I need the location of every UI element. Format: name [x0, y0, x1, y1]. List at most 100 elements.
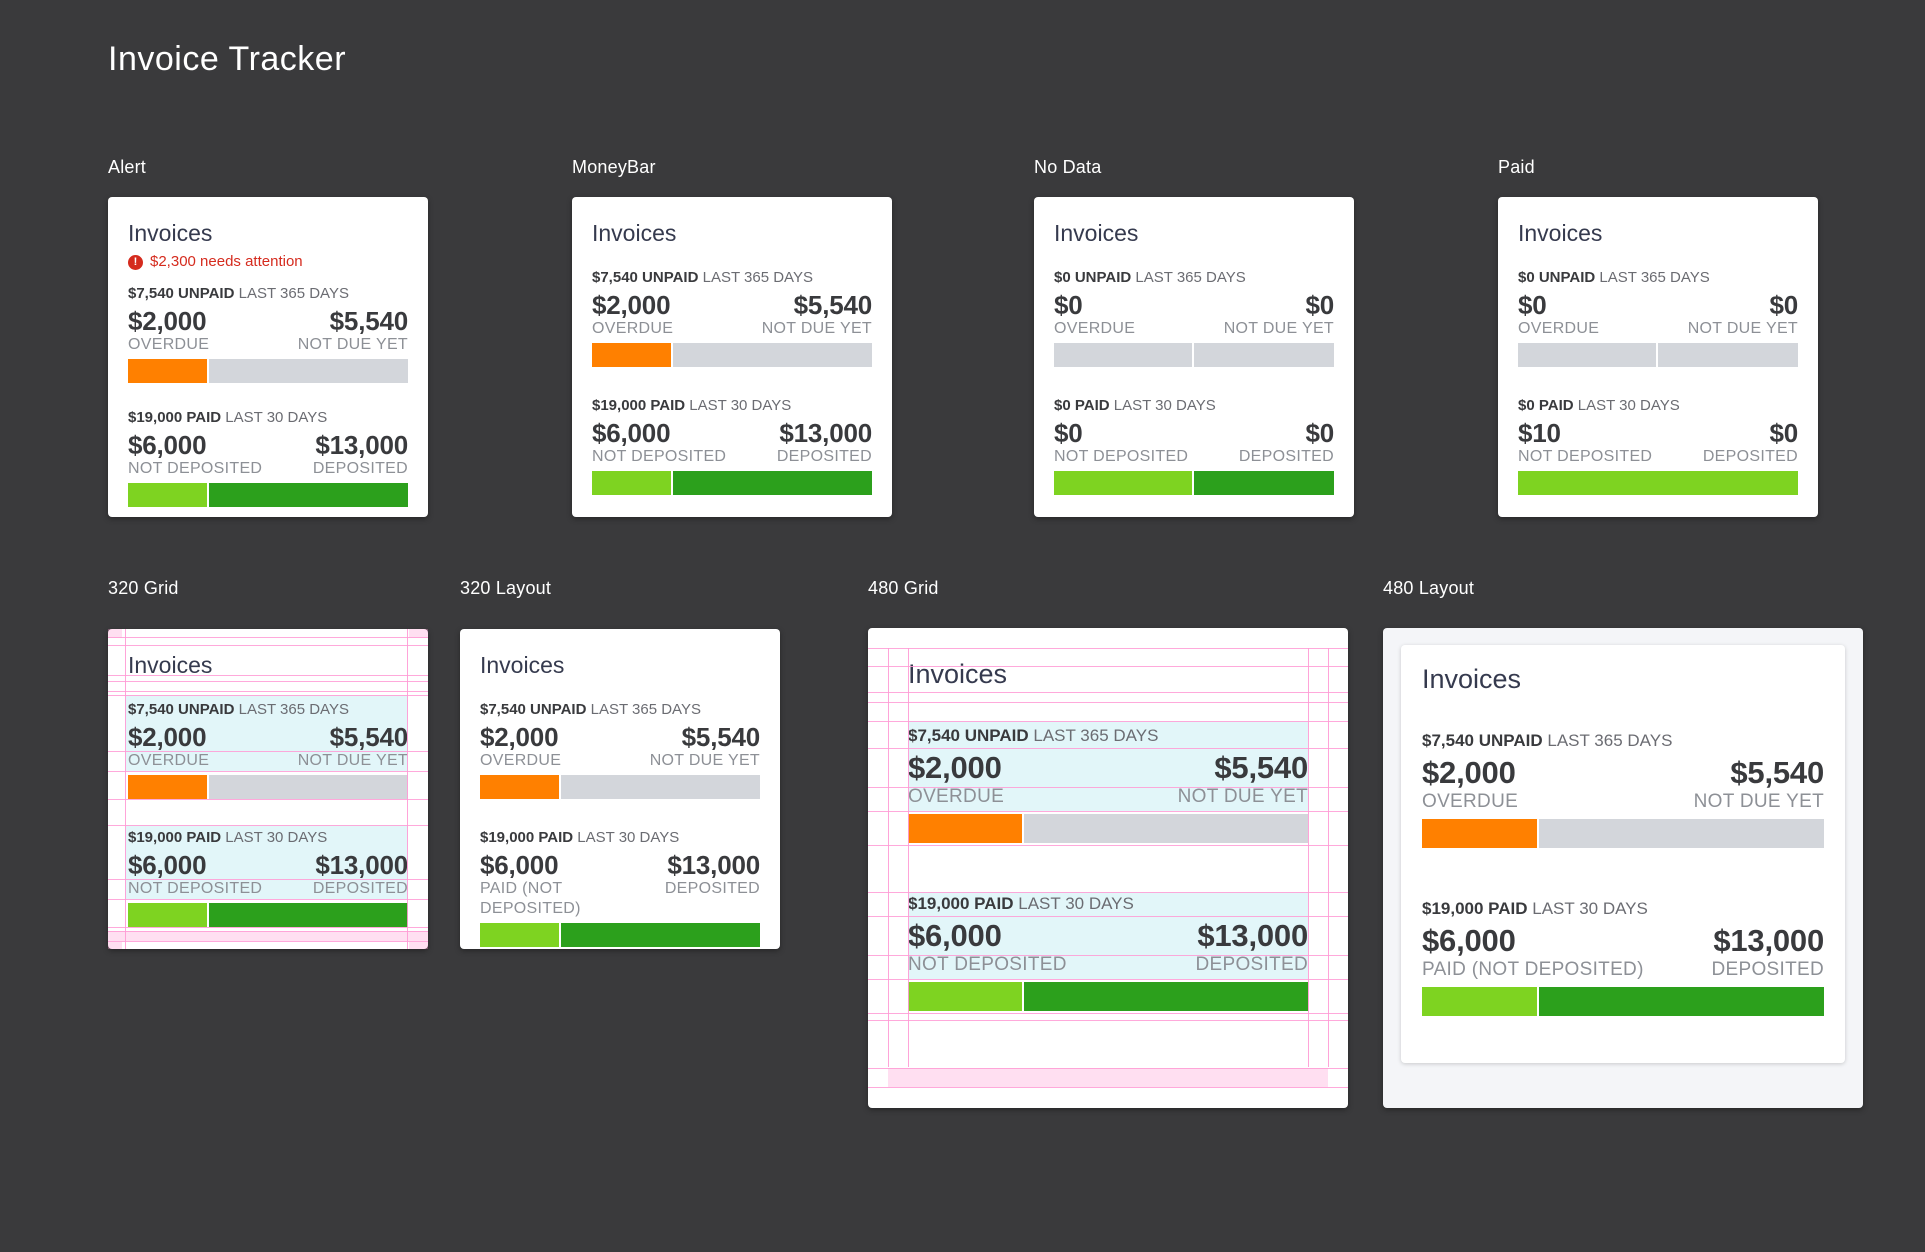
unpaid-section: $7,540 UNPAID LAST 365 DAYS $2,000 $5,540… — [908, 725, 1308, 843]
bar-left-segment — [480, 923, 562, 947]
not-due-label: NOT DUE YET — [297, 336, 408, 353]
meta-amount: $0 UNPAID — [1054, 269, 1132, 286]
not-deposited-amount: $6,000 — [128, 850, 207, 880]
overdue-label: OVERDUE — [480, 752, 562, 769]
label-row: NOT DEPOSITED DEPOSITED — [908, 953, 1308, 977]
bar-right-segment — [673, 343, 872, 367]
not-due-amount: $5,540 — [793, 290, 873, 320]
not-due-amount: $5,540 — [329, 722, 409, 752]
not-deposited-label: PAID (NOT DEPOSITED) — [1422, 959, 1644, 980]
not-deposited-amount: $6,000 — [908, 918, 1002, 953]
paid-summary: $19,000 PAID LAST 30 DAYS — [128, 409, 408, 427]
card-title: Invoices — [1054, 220, 1139, 246]
label-row: OVERDUE NOT DUE YET — [1054, 319, 1334, 339]
needs-attention-alert: $2,300 needs attention — [128, 253, 408, 271]
unpaid-section: $7,540 UNPAID LAST 365 DAYS $2,000 $5,540… — [592, 269, 872, 367]
amount-row: $6,000 $13,000 — [908, 919, 1308, 953]
overdue-amount: $2,000 — [908, 750, 1002, 785]
paid-money-bar — [128, 903, 408, 927]
meta-amount: $7,540 UNPAID — [1422, 731, 1543, 750]
unpaid-summary: $7,540 UNPAID LAST 365 DAYS — [908, 725, 1308, 746]
label-row: OVERDUE NOT DUE YET — [908, 785, 1308, 809]
not-deposited-label: NOT DEPOSITED — [1054, 448, 1189, 465]
deposited-amount: $13,000 — [779, 418, 872, 448]
bar-left-segment — [908, 982, 1024, 1011]
deposited-label: DEPOSITED — [776, 448, 872, 465]
meta-period: LAST 365 DAYS — [1547, 731, 1673, 750]
invoice-card-480-grid: Invoices $7,540 UNPAID LAST 365 DAYS $2,… — [868, 628, 1348, 1108]
invoice-card-moneybar: Invoices $7,540 UNPAID LAST 365 DAYS $2,… — [572, 197, 892, 517]
paid-summary: $0 PAID LAST 30 DAYS — [1518, 397, 1798, 415]
label-row: NOT DEPOSITED DEPOSITED — [592, 447, 872, 467]
meta-amount: $19,000 PAID — [1422, 899, 1528, 918]
not-due-amount: $5,540 — [1730, 755, 1824, 790]
bar-left-segment — [1054, 343, 1194, 367]
bar-right-segment — [209, 359, 408, 383]
not-due-amount: $5,540 — [681, 722, 761, 752]
meta-amount: $7,540 UNPAID — [592, 269, 699, 286]
label-row: OVERDUE NOT DUE YET — [1518, 319, 1798, 339]
paid-money-bar — [592, 471, 872, 495]
bar-left-segment — [1518, 471, 1798, 495]
unpaid-money-bar — [480, 775, 760, 799]
bar-left-segment — [480, 775, 562, 799]
unpaid-summary: $7,540 UNPAID LAST 365 DAYS — [480, 701, 760, 719]
bar-right-segment — [561, 923, 760, 947]
bar-right-segment — [561, 775, 760, 799]
card-title: Invoices — [592, 220, 677, 246]
meta-amount: $19,000 PAID — [480, 829, 574, 846]
alert-text: $2,300 needs attention — [150, 253, 303, 270]
not-deposited-amount: $6,000 — [128, 430, 207, 460]
not-deposited-amount: $0 — [1054, 418, 1083, 448]
unpaid-money-bar — [1518, 343, 1798, 367]
paid-money-bar — [480, 923, 760, 947]
overdue-amount: $2,000 — [592, 290, 671, 320]
paid-money-bar — [128, 483, 408, 507]
bar-left-segment — [592, 471, 674, 495]
bar-left-segment — [908, 814, 1024, 843]
section-label-480-layout: 480 Layout — [1383, 578, 1475, 598]
meta-period: LAST 365 DAYS — [1033, 726, 1159, 745]
bar-right-segment — [209, 775, 408, 799]
not-due-label: NOT DUE YET — [649, 752, 760, 769]
invoice-card-paid: Invoices $0 UNPAID LAST 365 DAYS $0 $0 OV… — [1498, 197, 1818, 517]
bar-left-segment — [592, 343, 674, 367]
overdue-amount: $2,000 — [1422, 755, 1516, 790]
label-row: NOT DEPOSITED DEPOSITED — [128, 879, 408, 899]
invoice-card-480-layout: Invoices $7,540 UNPAID LAST 365 DAYS $2,… — [1401, 645, 1845, 1063]
label-row: NOT DEPOSITED DEPOSITED — [128, 459, 408, 479]
meta-period: LAST 30 DAYS — [225, 409, 328, 426]
deposited-label: DEPOSITED — [1195, 954, 1308, 975]
deposited-amount: $0 — [1769, 418, 1798, 448]
paid-summary: $19,000 PAID LAST 30 DAYS — [480, 829, 760, 847]
section-label-paid: Paid — [1498, 157, 1535, 177]
bar-left-segment — [128, 775, 210, 799]
amount-row: $2,000 $5,540 — [908, 751, 1308, 785]
card-title: Invoices — [128, 220, 213, 246]
amount-row: $2,000 $5,540 — [128, 723, 408, 751]
amount-row: $2,000 $5,540 — [592, 291, 872, 319]
not-deposited-label: NOT DEPOSITED — [592, 448, 727, 465]
bar-right-segment — [1024, 814, 1308, 843]
deposited-amount: $13,000 — [1197, 918, 1308, 953]
not-deposited-label: NOT DEPOSITED — [908, 954, 1067, 975]
not-due-label: NOT DUE YET — [1693, 791, 1824, 812]
meta-period: LAST 365 DAYS — [238, 285, 349, 302]
section-label-moneybar: MoneyBar — [572, 157, 656, 177]
deposited-label: DEPOSITED — [312, 460, 408, 477]
label-row: OVERDUE NOT DUE YET — [128, 751, 408, 771]
bar-left-segment — [1422, 987, 1539, 1016]
not-due-amount: $5,540 — [329, 306, 409, 336]
paid-section: $19,000 PAID LAST 30 DAYS $6,000 $13,000 … — [592, 397, 872, 495]
card-title: Invoices — [1422, 664, 1522, 694]
meta-period: LAST 30 DAYS — [1018, 894, 1134, 913]
deposited-amount: $13,000 — [667, 850, 760, 880]
paid-summary: $19,000 PAID LAST 30 DAYS — [1422, 898, 1824, 919]
bar-right-segment — [209, 483, 408, 507]
bar-right-segment — [1194, 471, 1334, 495]
bar-right-segment — [1538, 987, 1824, 1016]
invoice-card-alert: Invoices $2,300 needs attention $7,540 U… — [108, 197, 428, 517]
paid-money-bar — [1054, 471, 1334, 495]
unpaid-summary: $7,540 UNPAID LAST 365 DAYS — [1422, 730, 1824, 751]
label-row: NOT DEPOSITED DEPOSITED — [1054, 447, 1334, 467]
